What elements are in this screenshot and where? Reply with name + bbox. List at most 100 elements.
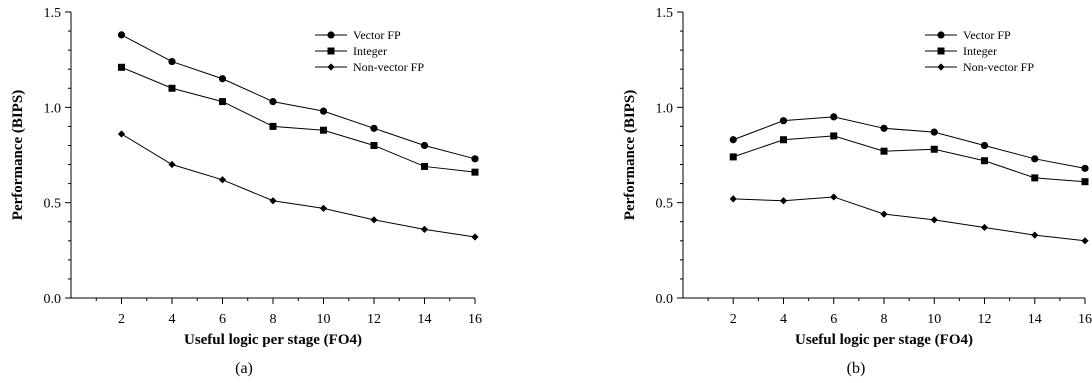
series-line-vector-fp (121, 34, 476, 160)
data-point-non-vector-fp (117, 130, 126, 138)
data-point-non-vector-fp (218, 176, 227, 184)
data-point-non-vector-fp (471, 233, 479, 241)
x-tick-label: 12 (367, 312, 381, 327)
x-tick-label: 6 (830, 312, 837, 327)
data-point-integer (830, 132, 838, 140)
legend-label-non-vector-fp: Non-vector FP (963, 60, 1034, 74)
legend: Vector FP Integer Non-vector FP (925, 28, 1034, 74)
series-non-vector-fp (117, 130, 479, 241)
chart-panel-b: 0.0 0.5 1.0 1.5 2 4 6 8 10 12 14 16 Useful logic per… (622, 6, 1092, 377)
data-point-integer (168, 84, 176, 92)
legend-label-vector-fp: Vector FP (963, 28, 1011, 42)
x-tick-label: 14 (1028, 312, 1042, 327)
series-vector-fp (729, 113, 1089, 172)
y-tick-label: 1.5 (44, 6, 62, 21)
data-point-integer (320, 126, 327, 134)
legend-marker-non-vector-fp (327, 63, 335, 71)
series-line-integer (121, 66, 476, 173)
legend-marker-integer (937, 47, 945, 55)
chart-caption: (a) (235, 360, 253, 377)
x-tick-label: 8 (881, 312, 888, 327)
data-point-integer (471, 168, 479, 176)
y-axis-label: Performance (BIPS) (622, 90, 638, 220)
y-tick-label: 0.5 (656, 197, 674, 212)
data-point-vector-fp (830, 113, 838, 121)
data-point-integer (930, 145, 938, 153)
data-point-integer (729, 153, 737, 161)
data-point-integer (269, 122, 277, 130)
x-tick-label: 4 (780, 312, 787, 327)
x-tick-label: 2 (118, 312, 125, 327)
legend-label-vector-fp: Vector FP (353, 28, 401, 42)
legend-marker-integer (327, 47, 335, 55)
series-non-vector-fp (729, 193, 1089, 245)
x-tick-label: 10 (317, 312, 331, 327)
data-point-non-vector-fp (729, 195, 737, 203)
data-point-integer (421, 162, 428, 170)
data-point-vector-fp (779, 117, 788, 125)
data-point-integer (370, 141, 378, 149)
x-tick-label: 10 (927, 312, 941, 327)
series-line-non-vector-fp (121, 133, 476, 238)
data-point-non-vector-fp (420, 225, 429, 233)
chart-panel-a: 0.0 0.5 1.0 1.5 2 4 6 8 10 12 14 16 Useful logic per… (10, 6, 482, 377)
x-tick-label: 2 (730, 312, 737, 327)
data-point-vector-fp (218, 75, 227, 83)
x-tick-label: 4 (169, 312, 176, 327)
legend-marker-non-vector-fp (937, 63, 945, 71)
data-point-integer (880, 147, 888, 155)
data-point-vector-fp (880, 124, 888, 132)
x-tick-label: 6 (219, 312, 226, 327)
series-line-non-vector-fp (733, 196, 1086, 242)
data-point-vector-fp (729, 136, 737, 144)
y-tick-label: 1.5 (656, 6, 674, 21)
y-tick-label: 1.0 (44, 101, 62, 116)
y-tick-label: 1.0 (656, 101, 674, 116)
data-point-non-vector-fp (1031, 231, 1039, 239)
legend-marker-vector-fp (937, 31, 945, 39)
x-axis-label: Useful logic per stage (FO4) (795, 332, 973, 348)
data-point-non-vector-fp (980, 223, 989, 232)
data-point-vector-fp (1081, 164, 1089, 172)
data-point-vector-fp (168, 57, 176, 66)
x-tick-label: 14 (418, 312, 432, 327)
data-point-non-vector-fp (830, 193, 838, 201)
data-point-integer (1031, 174, 1039, 182)
y-tick-label: 0.0 (656, 292, 674, 307)
y-tick-label: 0.0 (44, 292, 62, 307)
data-point-vector-fp (930, 128, 938, 136)
legend-label-non-vector-fp: Non-vector FP (353, 60, 424, 74)
data-point-non-vector-fp (168, 160, 176, 169)
data-point-vector-fp (319, 107, 328, 115)
data-point-integer (219, 98, 226, 106)
data-point-vector-fp (117, 31, 126, 39)
data-point-vector-fp (1031, 155, 1039, 163)
data-point-non-vector-fp (370, 216, 378, 224)
y-tick-label: 0.5 (44, 197, 62, 212)
legend-marker-vector-fp (327, 31, 335, 39)
data-point-non-vector-fp (779, 197, 788, 205)
legend-label-integer: Integer (963, 44, 997, 58)
data-point-integer (780, 136, 787, 144)
data-point-non-vector-fp (319, 204, 328, 212)
data-point-non-vector-fp (1081, 237, 1089, 245)
data-point-integer (1081, 178, 1089, 186)
data-point-non-vector-fp (880, 210, 888, 218)
data-point-non-vector-fp (269, 197, 277, 205)
x-tick-label: 12 (978, 312, 992, 327)
data-point-integer (981, 157, 988, 165)
data-point-vector-fp (471, 155, 479, 163)
data-point-integer (118, 63, 125, 71)
x-tick-label: 8 (270, 312, 277, 327)
series-line-integer (733, 135, 1086, 183)
series-line-vector-fp (733, 116, 1086, 169)
legend: Vector FP Integer Non-vector FP (315, 28, 424, 74)
data-point-vector-fp (980, 141, 989, 150)
series-vector-fp (117, 31, 479, 163)
series-integer (729, 132, 1089, 186)
data-point-vector-fp (420, 141, 429, 150)
x-axis-label: Useful logic per stage (FO4) (184, 332, 362, 348)
chart-caption: (b) (847, 360, 866, 377)
